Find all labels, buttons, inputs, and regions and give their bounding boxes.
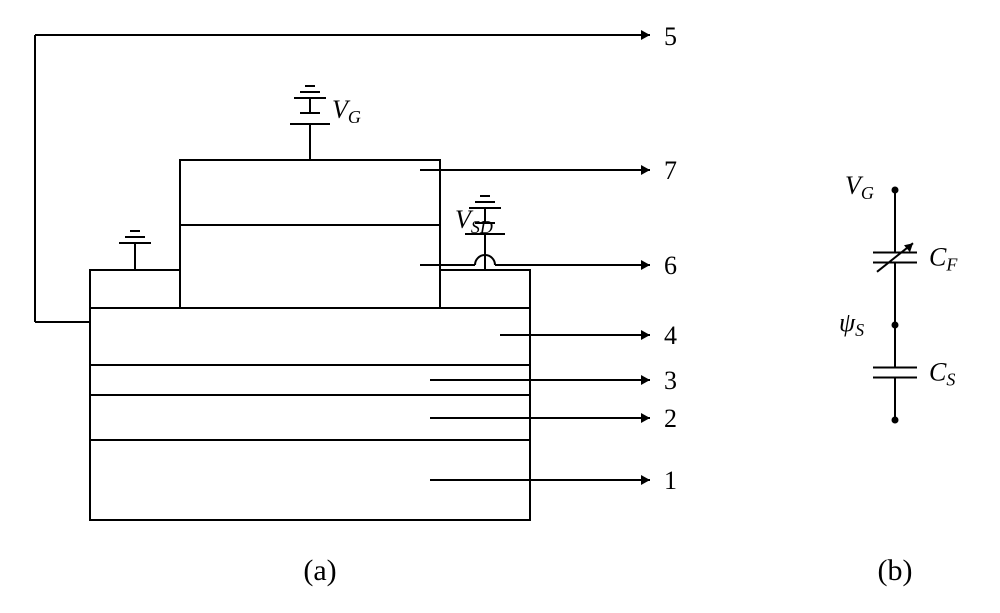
pointer-num-1: 1 <box>664 466 677 495</box>
figure-svg: VG VSD 1 2 3 4 6 7 5 (a) VG CF ψS CS (b) <box>0 0 1000 613</box>
pointer-num-6: 6 <box>664 251 677 280</box>
label-vg: VG <box>332 95 361 127</box>
label-psi: ψS <box>839 308 864 340</box>
pointer-num-3: 3 <box>664 366 677 395</box>
pointer-num-4: 4 <box>664 321 677 350</box>
pointer-num-2: 2 <box>664 404 677 433</box>
label-cs: CS <box>929 358 955 390</box>
pointer-num-5: 5 <box>664 22 677 51</box>
pointer-num-7: 7 <box>664 156 677 185</box>
caption-a: (a) <box>303 554 336 587</box>
label-vsd: VSD <box>455 205 493 237</box>
label-b-vg: VG <box>845 171 874 203</box>
caption-b: (b) <box>878 554 913 587</box>
label-cf: CF <box>929 243 958 275</box>
